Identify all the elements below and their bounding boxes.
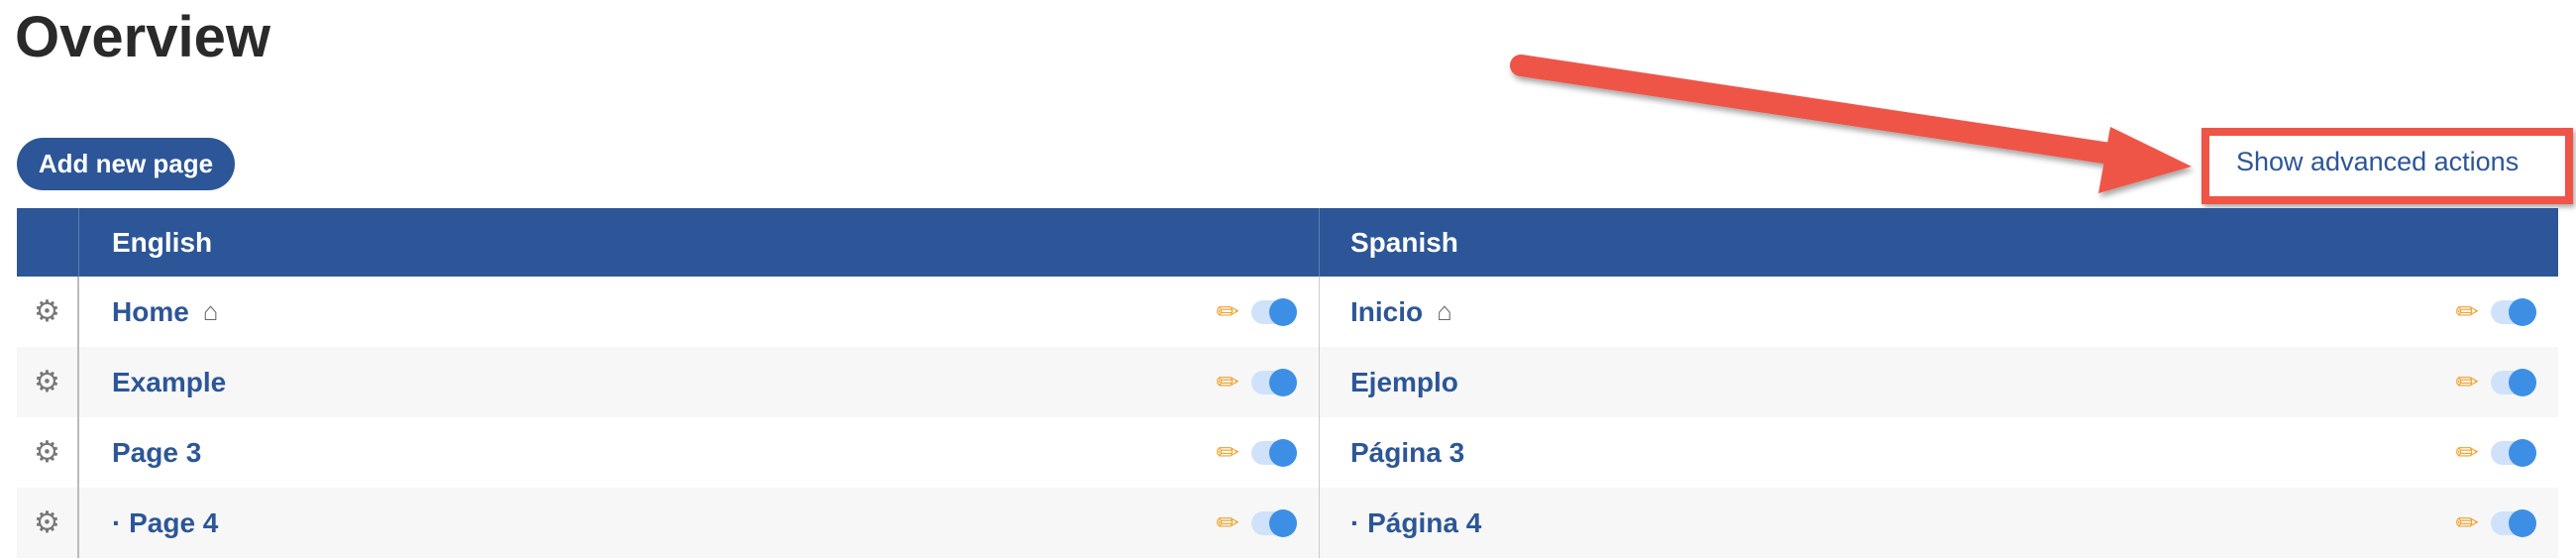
house-icon: ⌂ — [1437, 296, 1452, 326]
pencil-icon[interactable]: ✏ — [2455, 507, 2479, 538]
page-link-es[interactable]: Ejemplo — [1350, 366, 1458, 397]
publish-toggle[interactable] — [1251, 368, 1297, 396]
cell-en: Example ✏ — [79, 347, 1320, 417]
add-new-page-button[interactable]: Add new page — [17, 138, 235, 190]
cell-es: Ejemplo ✏ — [1320, 347, 2558, 417]
pencil-icon[interactable]: ✏ — [1216, 507, 1239, 538]
page-link-es[interactable]: Página 3 — [1350, 436, 1465, 468]
pencil-icon[interactable]: ✏ — [2455, 296, 2479, 327]
pencil-icon[interactable]: ✏ — [1216, 437, 1239, 468]
cell-en: · Page 4 ✏ — [79, 488, 1320, 558]
cell-es: · Página 4 ✏ — [1320, 488, 2558, 558]
cell-en: Home ⌂ ✏ — [79, 277, 1320, 347]
show-advanced-actions-link[interactable]: Show advanced actions — [2236, 147, 2520, 176]
publish-toggle[interactable] — [1251, 438, 1297, 467]
table-row: ⚙ Home ⌂ ✏ Inicio ⌂ ✏ — [17, 277, 2558, 347]
publish-toggle[interactable] — [2491, 297, 2536, 326]
table-row: ⚙ Page 3 ✏ Página 3 ✏ — [17, 417, 2558, 488]
gear-icon[interactable]: ⚙ — [17, 417, 79, 488]
pages-table: English Spanish ⚙ Home ⌂ ✏ Inicio ⌂ ✏ ⚙ … — [17, 208, 2558, 558]
gear-icon[interactable]: ⚙ — [17, 277, 79, 347]
page-link-en[interactable]: Home — [112, 295, 189, 327]
table-row: ⚙ Example ✏ Ejemplo ✏ — [17, 347, 2558, 417]
page-link-en[interactable]: Page 3 — [112, 436, 202, 468]
pencil-icon[interactable]: ✏ — [2455, 437, 2479, 468]
cell-es: Página 3 ✏ — [1320, 417, 2558, 488]
table-row: ⚙ · Page 4 ✏ · Página 4 ✏ — [17, 488, 2558, 558]
publish-toggle[interactable] — [2491, 368, 2536, 396]
header-english: English — [79, 208, 1320, 277]
cell-en: Page 3 ✏ — [79, 417, 1320, 488]
cell-es: Inicio ⌂ ✏ — [1320, 277, 2558, 347]
page-link-es[interactable]: · Página 4 — [1350, 506, 1482, 538]
house-icon: ⌂ — [202, 296, 219, 326]
gear-icon[interactable]: ⚙ — [17, 488, 79, 558]
publish-toggle[interactable] — [2491, 508, 2536, 537]
page-link-en[interactable]: Example — [112, 366, 227, 397]
annotation-highlight-box — [2201, 128, 2573, 204]
table-header: English Spanish — [17, 208, 2558, 277]
gear-icon[interactable]: ⚙ — [17, 347, 79, 417]
publish-toggle[interactable] — [1251, 297, 1297, 326]
page-link-es[interactable]: Inicio — [1350, 295, 1424, 327]
pencil-icon[interactable]: ✏ — [1216, 367, 1239, 397]
publish-toggle[interactable] — [1251, 508, 1297, 537]
pencil-icon[interactable]: ✏ — [2455, 367, 2479, 397]
page-title: Overview — [15, 5, 270, 69]
pencil-icon[interactable]: ✏ — [1216, 296, 1239, 327]
publish-toggle[interactable] — [2491, 438, 2536, 467]
page-link-en[interactable]: · Page 4 — [112, 506, 219, 538]
header-spanish: Spanish — [1350, 226, 1458, 258]
